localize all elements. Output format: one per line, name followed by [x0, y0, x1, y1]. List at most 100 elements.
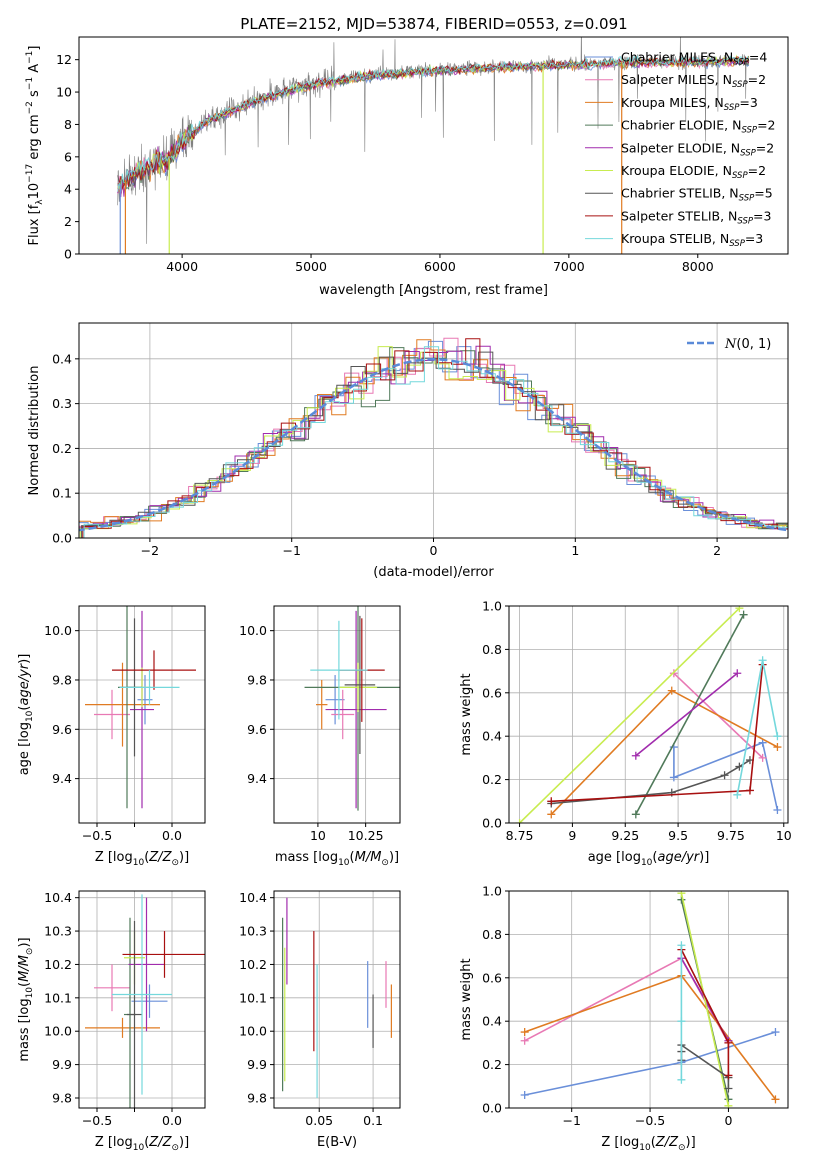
- ebv-mass-ytick-label: 9.9: [247, 1057, 267, 1072]
- label-part: )]: [686, 1135, 696, 1150]
- age-weight-marker: [758, 656, 767, 665]
- mass-age-frame: [273, 605, 401, 824]
- age-weight-marker: [515, 819, 524, 823]
- label-part: M/M: [17, 955, 32, 982]
- ebv-mass-ytick-label: 10.4: [239, 890, 267, 905]
- age-weight-marker: [773, 805, 782, 814]
- ebv-mass-xtick-label: 0.05: [305, 1113, 333, 1128]
- residuals-xlabel: (data-model)/error: [373, 565, 494, 580]
- label-part: Chabrier ELODIE, N: [621, 118, 741, 133]
- label-part: SSP: [739, 194, 755, 204]
- age-weight-marker: [735, 606, 744, 613]
- z-weight-xtick-label: 0: [724, 1113, 732, 1128]
- age-weight-line: [635, 672, 738, 757]
- legend-label: Kroupa STELIB, NSSP=3: [621, 231, 763, 249]
- z-weight-marker: [677, 1017, 686, 1026]
- z-mass-axes: −0.5 0.09.89.910.010.110.210.310.4Z [log1…: [17, 890, 206, 1153]
- label-part: SSP: [733, 58, 749, 68]
- spectrum-xtick-label: 5000: [295, 259, 327, 274]
- label-part: (: [651, 1135, 656, 1150]
- z-weight-marker: [520, 1090, 529, 1099]
- label-part: =2: [757, 118, 775, 133]
- label-part: Z [log: [95, 850, 133, 865]
- label-part: =2: [756, 140, 774, 155]
- residuals-ytick-label: 0.4: [52, 351, 72, 366]
- residuals-ytick-label: 0.1: [52, 486, 72, 501]
- z-mass-ytick-label: 9.9: [52, 1057, 72, 1072]
- label-part: =3: [739, 95, 757, 110]
- mass-age-plot: [304, 606, 400, 811]
- label-part: (: [144, 1135, 149, 1150]
- z-weight-line: [680, 949, 730, 1076]
- label-part: −2: [25, 101, 35, 114]
- z-weight-xtick-label: −1: [562, 1113, 580, 1128]
- label-part: Z/Z: [655, 1135, 679, 1150]
- z-weight-marker: [520, 1028, 529, 1037]
- spectrum-xlabel: wavelength [Angstrom, rest frame]: [319, 283, 548, 298]
- legend-label: Chabrier STELIB, NSSP=5: [621, 186, 773, 204]
- z-weight-marker: [724, 1071, 733, 1080]
- z-age-xlabel: Z [log10(Z/Z⊙)]: [95, 850, 189, 868]
- mass-age-ytick-label: 10.0: [239, 623, 267, 638]
- age-weight-marker: [667, 686, 676, 695]
- z-mass-xlabel: Z [log10(Z/Z⊙)]: [95, 1135, 189, 1153]
- age-weight-frame: [508, 605, 789, 824]
- age-weight-xtick-label: 9.75: [717, 828, 745, 843]
- spectrum-ytick-label: 8: [64, 117, 72, 132]
- z-mass-ytick-label: 10.1: [44, 990, 72, 1005]
- residuals-xtick-label: −2: [141, 543, 159, 558]
- residuals-xtick-label: 0: [430, 543, 438, 558]
- z-weight-marker: [771, 1095, 780, 1104]
- legend-label: N(0, 1): [724, 337, 771, 352]
- label-part: )]: [17, 937, 32, 947]
- gaussian-curve: [79, 358, 788, 532]
- mass-age-xtick-label: 10.25: [348, 828, 384, 843]
- label-part: Chabrier STELIB, N: [621, 186, 739, 201]
- age-weight-marker: [773, 743, 782, 752]
- spectrum-xtick-label: 4000: [166, 259, 198, 274]
- z-weight-ytick-label: 0.4: [482, 1014, 502, 1029]
- age-weight-axes: 8.75 9 9.25 9.5 9.75 10 0.0 0.2 0.4 0.6 0.8 1.0 age …: [459, 599, 792, 869]
- label-part: )]: [389, 850, 399, 865]
- z-weight-marker: [520, 1036, 529, 1045]
- spectrum-ytick-label: 10: [56, 85, 72, 100]
- legend-label: Chabrier MILES, NSSP=4: [621, 50, 767, 68]
- ebv-mass-xtick-label: 0.1: [363, 1113, 383, 1128]
- label-part: =3: [753, 208, 771, 223]
- label-part: SSP: [737, 216, 753, 226]
- label-part: s: [27, 90, 42, 101]
- label-part: (: [144, 850, 149, 865]
- z-weight-axes: −1 −0.5 0 0.0 0.2 0.4 0.6 0.8 1.0 Z [log10(Z/Z⊙)]…: [459, 884, 789, 1153]
- label-part: −1: [25, 77, 35, 90]
- age-weight-marker: [547, 797, 556, 806]
- residuals-ytick-label: 0.0: [52, 531, 72, 546]
- age-weight-marker: [631, 751, 640, 760]
- ebv-mass-ytick-label: 10.2: [239, 957, 267, 972]
- label-part: (0, 1): [736, 337, 771, 352]
- label-part: Flux [f: [27, 204, 42, 245]
- label-part: SSP: [732, 80, 748, 90]
- label-part: age/yr: [657, 850, 700, 865]
- label-part: )]: [179, 850, 189, 865]
- age-weight-line: [673, 741, 779, 811]
- age-weight-line: [519, 607, 740, 823]
- residual-histogram-step: [79, 347, 788, 530]
- mass-age-ytick-label: 9.8: [247, 672, 267, 687]
- legend-label: Kroupa MILES, NSSP=3: [621, 95, 758, 113]
- age-weight-marker: [547, 810, 556, 819]
- label-part: Salpeter MILES, N: [621, 72, 732, 87]
- label-part: SSP: [740, 148, 756, 158]
- legend-label: Salpeter MILES, NSSP=2: [621, 72, 766, 90]
- residual-histogram-step: [79, 339, 788, 528]
- legend-label: Salpeter ELODIE, NSSP=2: [621, 140, 774, 158]
- z-age-ytick-label: 9.4: [52, 771, 72, 786]
- age-weight-plot: [515, 606, 782, 823]
- label-part: SSP: [724, 103, 740, 113]
- label-part: 10: [639, 1143, 651, 1153]
- label-part: ⊙: [171, 858, 179, 868]
- spectrum-xtick-label: 7000: [553, 259, 585, 274]
- legend-label: Salpeter STELIB, NSSP=3: [621, 208, 771, 226]
- z-weight-marker: [677, 891, 686, 898]
- z-mass-ytick-label: 10.2: [44, 957, 72, 972]
- age-weight-xtick-label: 10: [776, 828, 792, 843]
